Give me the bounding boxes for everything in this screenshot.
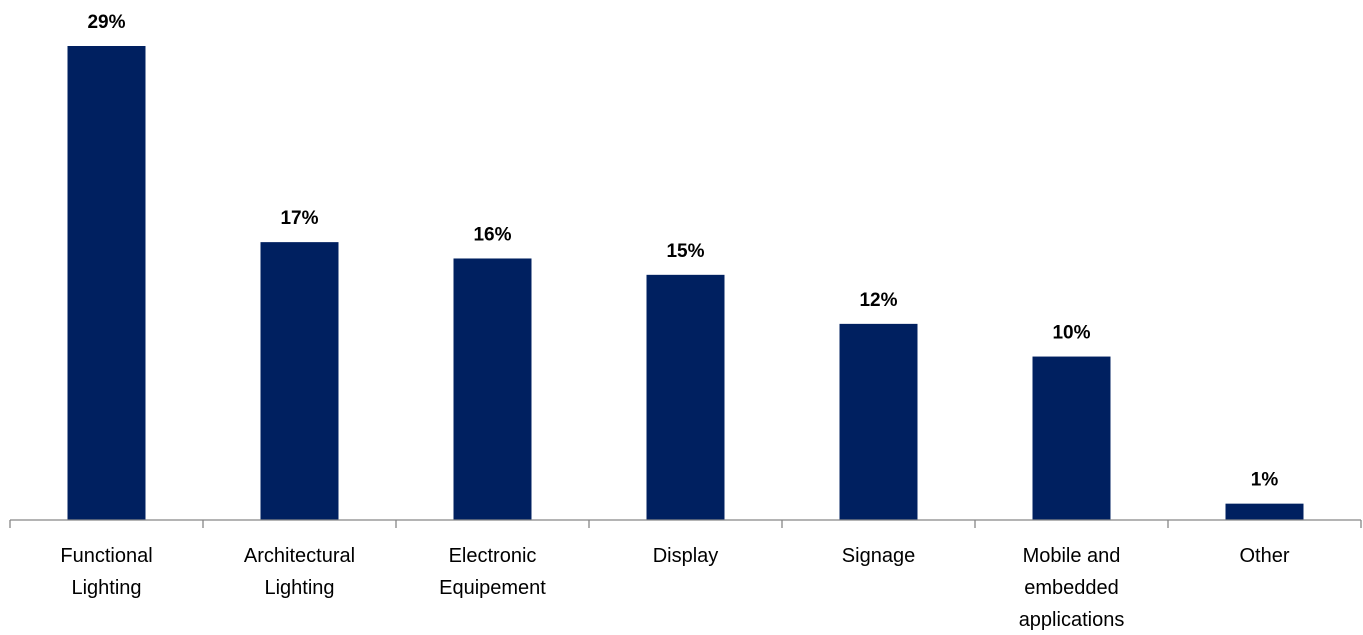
bar-3 xyxy=(646,274,725,520)
category-label-line: Lighting xyxy=(71,577,141,599)
category-label-line: Signage xyxy=(842,545,915,567)
category-label-line: applications xyxy=(1019,609,1125,631)
category-label-5: Mobile and embedded applications xyxy=(1019,545,1125,631)
data-label-2: 16% xyxy=(473,224,511,245)
data-label-0: 29% xyxy=(87,12,125,33)
bar-2 xyxy=(453,258,532,520)
category-label-line: Display xyxy=(653,545,719,567)
category-labels-group: Functional Lighting Architectural Lighting E… xyxy=(60,545,1289,631)
category-label-line: Other xyxy=(1239,545,1289,567)
category-label-4: Signage xyxy=(842,545,915,567)
bar-6 xyxy=(1225,503,1304,520)
bar-5 xyxy=(1032,356,1111,520)
category-label-line: Equipement xyxy=(439,577,546,599)
category-label-0: Functional Lighting xyxy=(60,545,152,599)
category-label-line: Electronic xyxy=(449,545,537,567)
data-label-5: 10% xyxy=(1052,323,1090,344)
category-label-line: Functional xyxy=(60,545,152,567)
bar-4 xyxy=(839,323,918,520)
category-label-2: Electronic Equipement xyxy=(439,545,546,599)
category-label-line: Architectural xyxy=(244,545,355,567)
category-label-line: Mobile and xyxy=(1023,545,1121,567)
category-label-3: Display xyxy=(653,545,719,567)
category-label-line: Lighting xyxy=(264,577,334,599)
data-labels-group: 29% 17% 16% 15% 12% 10% 1% xyxy=(87,12,1278,491)
category-label-line: embedded xyxy=(1024,577,1119,599)
category-label-6: Other xyxy=(1239,545,1289,567)
x-axis-ticks xyxy=(9,520,1362,528)
bars-group xyxy=(67,46,1304,520)
data-label-4: 12% xyxy=(859,290,897,311)
category-label-1: Architectural Lighting xyxy=(244,545,355,599)
data-label-6: 1% xyxy=(1251,470,1279,491)
data-label-3: 15% xyxy=(666,241,704,262)
bar-0 xyxy=(67,46,146,520)
data-label-1: 17% xyxy=(280,208,318,229)
bar-1 xyxy=(260,242,339,520)
